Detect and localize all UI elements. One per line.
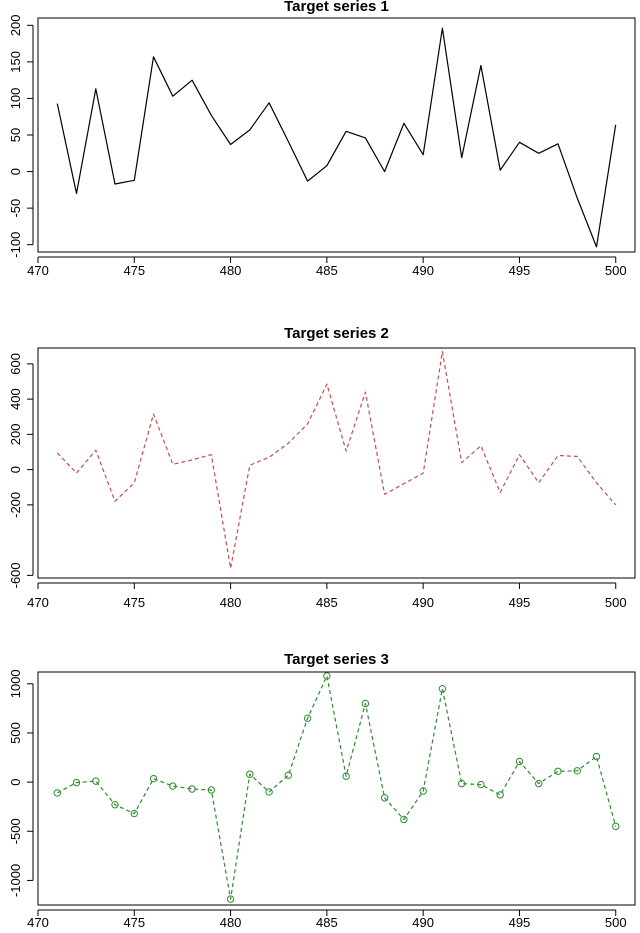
- x-tick-label: 500: [605, 263, 627, 278]
- y-tick-label: 1000: [8, 669, 23, 698]
- x-tick-label: 475: [123, 263, 145, 278]
- x-tick-label: 475: [123, 595, 145, 610]
- x-tick-label: 470: [27, 915, 49, 930]
- x-tick-label: 480: [220, 263, 242, 278]
- data-point: [419, 787, 427, 795]
- plot-frame: [37, 671, 636, 906]
- data-point: [207, 786, 216, 794]
- data-point: [342, 772, 350, 780]
- data-point: [457, 779, 466, 788]
- x-tick-label: 485: [316, 915, 338, 930]
- x-tick-label: 480: [220, 915, 242, 930]
- y-tick-label: -500: [8, 818, 23, 844]
- x-tick-label: 500: [605, 915, 627, 930]
- data-point: [130, 809, 138, 818]
- data-point: [380, 794, 389, 802]
- y-tick-label: 400: [8, 388, 23, 410]
- x-tick-label: 470: [27, 595, 49, 610]
- y-tick-label: 0: [8, 168, 23, 175]
- x-tick-label: 495: [509, 263, 531, 278]
- y-tick-label: 200: [8, 424, 23, 446]
- data-point: [111, 801, 119, 809]
- data-point: [53, 789, 61, 797]
- data-point: [169, 782, 177, 790]
- panel-target-series-3: Target series 3 470 475 480 485 490 495 500 -100…: [8, 651, 636, 930]
- data-point: [438, 685, 447, 693]
- data-point: [400, 815, 408, 824]
- data-point: [323, 672, 331, 680]
- y-tick-label: -1000: [8, 864, 23, 897]
- panel-target-series-2: Target series 2 470 475 480 485 490 495 500 -600…: [8, 325, 636, 610]
- data-point: [246, 770, 254, 778]
- data-point: [72, 778, 81, 787]
- y-tick-label: 0: [8, 466, 23, 473]
- y-tick-label: -100: [8, 232, 23, 258]
- x-tick-label: 490: [412, 595, 434, 610]
- y-tick-label: 150: [8, 51, 23, 73]
- x-tick-label: 485: [316, 263, 338, 278]
- y-tick-label: 500: [8, 722, 23, 744]
- x-tick-label: 485: [316, 595, 338, 610]
- data-point: [303, 714, 312, 722]
- data-point: [535, 779, 543, 788]
- data-point: [149, 774, 158, 783]
- data-point: [592, 752, 601, 761]
- series-line: [56, 350, 617, 569]
- y-tick-label: 200: [8, 14, 23, 36]
- y-tick-label: -50: [8, 199, 23, 218]
- y-tick-label: 100: [8, 88, 23, 110]
- y-tick-label: 600: [8, 353, 23, 375]
- y-tick-label: -600: [8, 562, 23, 588]
- plot-frame: [37, 17, 636, 253]
- data-point: [477, 780, 485, 789]
- data-point: [496, 791, 504, 799]
- data-point: [188, 785, 196, 793]
- data-point: [361, 699, 370, 708]
- x-tick-label: 480: [220, 595, 242, 610]
- x-tick-label: 495: [509, 595, 531, 610]
- y-tick-label: 50: [8, 128, 23, 142]
- data-point: [226, 895, 235, 903]
- data-point: [284, 771, 293, 779]
- x-tick-label: 500: [605, 595, 627, 610]
- chart-title: Target series 2: [284, 325, 389, 342]
- data-point: [265, 788, 273, 796]
- series-line: [56, 27, 617, 248]
- x-tick-label: 495: [509, 915, 531, 930]
- data-point: [92, 777, 100, 785]
- series-line: [57, 675, 617, 900]
- x-tick-label: 475: [123, 915, 145, 930]
- y-tick-label: -200: [8, 492, 23, 518]
- data-point: [612, 822, 620, 831]
- chart-title: Target series 1: [284, 0, 389, 15]
- chart-title: Target series 3: [284, 651, 389, 668]
- x-tick-label: 470: [27, 263, 49, 278]
- x-tick-label: 490: [412, 263, 434, 278]
- plot-frame: [37, 347, 636, 579]
- data-point: [573, 767, 581, 775]
- data-point: [515, 757, 524, 766]
- y-tick-label: 0: [8, 778, 23, 785]
- x-tick-label: 490: [412, 915, 434, 930]
- data-point: [554, 767, 562, 775]
